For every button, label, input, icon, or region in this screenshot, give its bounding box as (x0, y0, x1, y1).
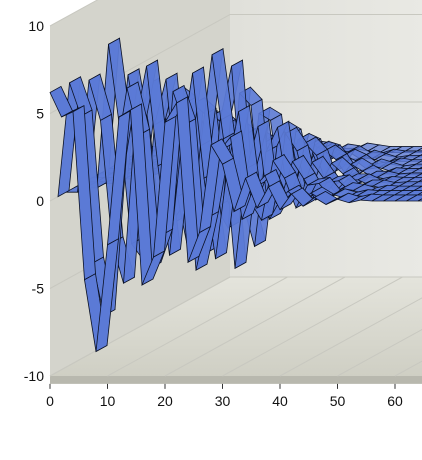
ribbon-segment (417, 198, 422, 202)
x-tick-label: 60 (387, 393, 403, 409)
x-tick-label: 40 (272, 393, 288, 409)
floor-gridline (279, 297, 422, 377)
x-tick-label: 10 (100, 393, 116, 409)
x-tick-label: 50 (330, 393, 346, 409)
ribbon-segment (406, 194, 422, 202)
x-tick-label: 0 (46, 393, 54, 409)
x-tick-label: 20 (157, 393, 173, 409)
chart-series-group (49, 37, 422, 353)
floor-gridline (107, 276, 288, 377)
floor-gridline (164, 276, 346, 377)
floor-edge (50, 376, 422, 384)
y-tick-label: -5 (32, 281, 45, 297)
floor-gridline (222, 276, 403, 377)
x-tick-label: 30 (215, 393, 231, 409)
floor-gridline (49, 276, 231, 377)
floor-gridline (337, 328, 422, 377)
y-tick-label: 10 (28, 18, 44, 34)
series-ribbon (49, 85, 422, 353)
y-tick-label: -10 (24, 368, 44, 384)
y-tick-label: 5 (36, 106, 44, 122)
floor (50, 277, 422, 376)
y-tick-label: 0 (36, 193, 44, 209)
